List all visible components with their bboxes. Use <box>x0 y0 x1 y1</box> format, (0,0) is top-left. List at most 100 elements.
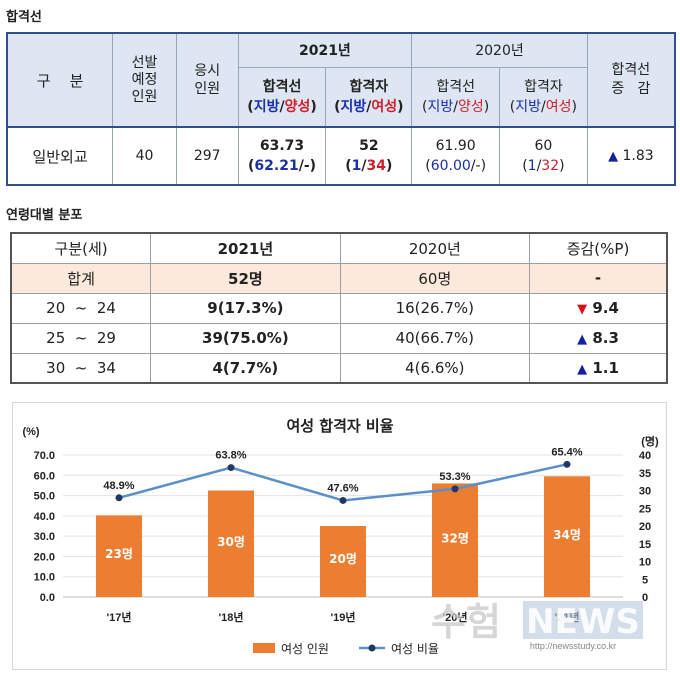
total-label: 합계 <box>10 262 152 294</box>
legend-line-label: 여성 비율 <box>391 642 439 656</box>
bar <box>544 476 590 597</box>
y-left-tick-label: 70.0 <box>34 450 55 462</box>
bar-data-label: 30명 <box>217 535 245 549</box>
age-distribution-table: 구분(세) 2021년 2020년 증감(%P) 합계 52명 60명 - 20… <box>10 232 668 384</box>
y-left-tick-label: 40.0 <box>34 511 55 523</box>
total-2021: 52명 <box>150 262 341 294</box>
change-cell: ▲ 1.1 <box>529 352 668 384</box>
header-2020-pass-line: 합격선 (지방/양성) <box>411 66 501 128</box>
x-tick-label: '19년 <box>331 610 356 624</box>
section-title-pass-line: 합격선 <box>6 10 42 25</box>
y-right-tick-label: 10 <box>639 557 651 569</box>
y-right-tick-label: 0 <box>642 592 648 604</box>
legend-line-marker <box>368 644 376 652</box>
female-passer-chart: 여성 합격자 비율 (%) (명) 0.0 10.0 20.0 30.0 40.0 50.0 60… <box>12 402 667 670</box>
x-tick-label: '20년 <box>443 610 468 624</box>
ratio-point <box>115 494 123 502</box>
ratio-point <box>339 496 347 504</box>
up-triangle-icon: ▲ <box>608 149 619 164</box>
cell-planned: 40 <box>112 126 177 186</box>
bar-data-label: 34명 <box>553 528 581 542</box>
ratio-point <box>563 460 571 468</box>
cell-applicants: 297 <box>175 126 239 186</box>
ratio-data-label: 53.3% <box>439 471 470 483</box>
header-gubun: 구 분 <box>6 32 114 128</box>
up-triangle-icon: ▲ <box>577 332 588 347</box>
legend-bar-label: 여성 인원 <box>281 642 329 656</box>
y-left-tick-label: 60.0 <box>34 470 55 482</box>
cell-2020-pass-line: 61.90 (60.00/-) <box>411 126 501 186</box>
change-cell: ▼ 9.4 <box>529 292 668 324</box>
y-right-tick-label: 25 <box>639 503 651 515</box>
age-cell: 30 ~ 34 <box>10 352 152 384</box>
down-triangle-icon: ▼ <box>577 302 588 317</box>
ratio-data-label: 48.9% <box>103 480 134 492</box>
y-left-tick-label: 20.0 <box>34 551 55 563</box>
value-2021: 4(7.7%) <box>150 352 341 384</box>
watermark-logo-news: NEWS <box>526 602 640 642</box>
bar-data-label: 32명 <box>441 531 469 545</box>
bar <box>208 490 254 597</box>
legend-bar-swatch <box>253 643 275 653</box>
ratio-data-label: 65.4% <box>551 446 582 458</box>
up-triangle-icon: ▲ <box>577 361 588 377</box>
header-2021: 2021년 <box>150 232 341 264</box>
y-right-tick-label: 20 <box>639 521 651 533</box>
pass-line-table: 구 분 선발 예정 인원 응시 인원 2021년 2020년 합격선 증 감 합… <box>6 32 676 186</box>
ratio-point <box>227 464 235 472</box>
table-row: 30 ~ 34 4(7.7%) 4(6.6%) ▲ 1.1 <box>10 352 668 384</box>
header-change: 합격선 증 감 <box>586 32 676 128</box>
header-2020: 2020년 <box>339 232 531 264</box>
watermark-logo-text: 수험 <box>431 600 501 644</box>
x-tick-label: '18년 <box>219 610 244 624</box>
y-right-tick-label: 30 <box>639 486 651 498</box>
watermark-url: http://newsstudy.co.kr <box>530 641 616 651</box>
value-2020: 16(26.7%) <box>339 292 531 324</box>
table-row: 20 ~ 24 9(17.3%) 16(26.7%) ▼ 9.4 <box>10 292 668 324</box>
bar-data-label: 23명 <box>105 547 133 561</box>
section-title-age-distribution: 연령대별 분포 <box>6 208 83 223</box>
cell-2020-passers: 60 (1/32) <box>499 126 588 186</box>
y-left-tick-label: 30.0 <box>34 531 55 543</box>
watermark-logo-box <box>523 601 643 639</box>
y-right-tick-label: 40 <box>639 450 651 462</box>
y-left-tick-label: 10.0 <box>34 572 55 584</box>
bar <box>96 515 142 597</box>
header-2020-passers: 합격자 (지방/여성) <box>499 66 588 128</box>
age-cell: 20 ~ 24 <box>10 292 152 324</box>
total-2020: 60명 <box>339 262 531 294</box>
header-2021: 2021년 <box>237 32 413 68</box>
value-2021: 9(17.3%) <box>150 292 341 324</box>
value-2021: 39(75.0%) <box>150 322 341 354</box>
header-change-pp: 증감(%P) <box>529 232 668 264</box>
bar-data-label: 20명 <box>329 552 357 566</box>
age-cell: 25 ~ 29 <box>10 322 152 354</box>
chart-svg: 여성 합격자 비율 (%) (명) 0.0 10.0 20.0 30.0 40.0 50.0 60… <box>22 417 659 656</box>
cell-2021-pass-line: 63.73 (62.21/-) <box>237 126 327 186</box>
total-change: - <box>529 262 668 294</box>
bar <box>432 483 478 597</box>
header-2020: 2020년 <box>411 32 588 68</box>
cell-category: 일반외교 <box>6 126 114 186</box>
chart-title: 여성 합격자 비율 <box>286 417 393 435</box>
header-age-group: 구분(세) <box>10 232 152 264</box>
y-left-unit: (%) <box>22 426 39 438</box>
header-2021-pass-line: 합격선 (지방/양성) <box>237 66 327 128</box>
y-left-tick-label: 0.0 <box>40 592 55 604</box>
ratio-point <box>451 485 459 493</box>
bar <box>320 526 366 597</box>
y-right-tick-label: 5 <box>642 574 648 586</box>
y-right-tick-label: 35 <box>639 468 651 480</box>
value-2020: 4(6.6%) <box>339 352 531 384</box>
y-right-tick-label: 15 <box>639 539 651 551</box>
change-cell: ▲ 8.3 <box>529 322 668 354</box>
header-selection-planned: 선발 예정 인원 <box>112 32 177 128</box>
x-tick-label: '17년 <box>107 610 132 624</box>
cell-change: ▲ 1.83 <box>586 126 676 186</box>
header-applicants: 응시 인원 <box>175 32 239 128</box>
y-right-unit: (명) <box>641 434 659 448</box>
ratio-data-label: 63.8% <box>215 450 246 462</box>
y-left-tick-label: 50.0 <box>34 491 55 503</box>
value-2020: 40(66.7%) <box>339 322 531 354</box>
ratio-data-label: 47.6% <box>327 482 358 494</box>
